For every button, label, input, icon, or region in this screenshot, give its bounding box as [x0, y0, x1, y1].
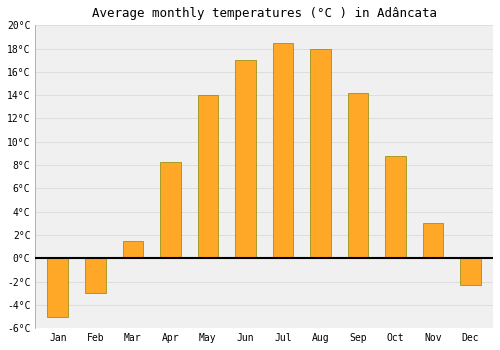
Bar [385, 156, 406, 258]
Bar [460, 258, 481, 285]
Bar [422, 223, 444, 258]
Bar [160, 162, 180, 258]
Title: Average monthly temperatures (°C ) in Adâncata: Average monthly temperatures (°C ) in Ad… [92, 7, 436, 20]
Bar [198, 95, 218, 258]
Bar [48, 258, 68, 316]
Bar [348, 93, 368, 258]
Bar [122, 241, 143, 258]
Bar [310, 49, 331, 258]
Bar [85, 258, 105, 293]
Bar [235, 60, 256, 258]
Bar [272, 43, 293, 258]
